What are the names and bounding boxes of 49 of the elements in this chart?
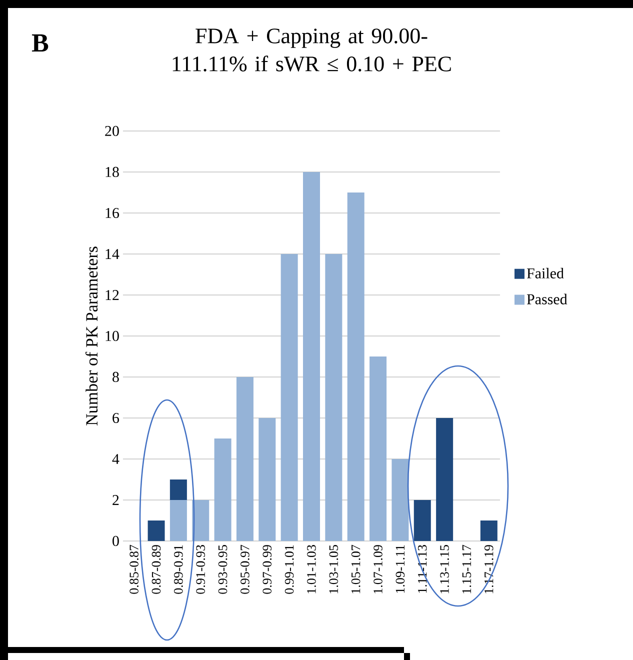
- x-tick-label: 0.85-0.87: [130, 544, 139, 594]
- legend-label: Passed: [526, 294, 568, 304]
- y-tick-label: 14: [106, 249, 120, 259]
- bar: [480, 520, 498, 541]
- x-tick-label: 1.09-1.11: [396, 545, 405, 593]
- x-tick-label: 1.15-1.17: [462, 544, 472, 594]
- y-tick-label: 0: [112, 536, 119, 546]
- x-tick-label: 1.01-1.03: [307, 545, 316, 594]
- x-tick-label: 1.07-1.09: [374, 545, 382, 594]
- x-tick-label: 0.97-0.99: [262, 545, 272, 594]
- x-tick-label: 0.93-0.95: [218, 545, 228, 594]
- x-tick-label: 1.05-1.07: [351, 544, 360, 594]
- y-tick-label: 4: [112, 454, 120, 464]
- y-tick-label: 6: [112, 412, 120, 424]
- x-tick-label: 0.95-0.97: [240, 544, 250, 594]
- y-tick-label: 8: [112, 372, 119, 382]
- y-tick-label: 18: [106, 166, 119, 178]
- x-tick-label: 1.13-1.15: [440, 545, 449, 594]
- x-tick-label: 0.99-1.01: [284, 545, 294, 594]
- bar: [436, 418, 454, 541]
- bar: [370, 356, 387, 541]
- x-tick-label: 0.87-0.89: [152, 545, 161, 594]
- bar: [236, 376, 254, 541]
- bar: [325, 254, 342, 541]
- bar: [303, 172, 320, 541]
- y-tick-label: 16: [106, 208, 120, 218]
- bar: [280, 254, 298, 541]
- bar: [392, 458, 409, 541]
- x-tick-label: 1.03-1.05: [329, 545, 338, 594]
- bar: [214, 438, 232, 541]
- x-tick-label: 0.89-0.91: [174, 545, 183, 594]
- text: B: [32, 34, 48, 52]
- bar: [414, 500, 431, 541]
- x-tick-label: 1.17-1.19: [484, 545, 494, 594]
- chart-title: FDA + Capping at 90.00-111.11% if sWR ≤ 0.10 + PEC: [172, 28, 451, 72]
- legend-label: Failed: [526, 268, 564, 278]
- y-tick-label: 12: [106, 290, 119, 300]
- x-tick-label: 1.11-1.13: [418, 545, 427, 593]
- y-tick-label: 10: [106, 330, 119, 342]
- y-tick-label: 20: [105, 126, 119, 136]
- y-tick-label: 2: [112, 495, 119, 505]
- x-tick-label: 0.91-0.93: [196, 545, 206, 594]
- bar: [258, 418, 276, 541]
- bar: [347, 192, 364, 541]
- bar: [192, 500, 210, 541]
- bar: [170, 500, 187, 541]
- y-axis-title: Number of PK Parameters: [85, 246, 98, 426]
- bar: [148, 520, 165, 541]
- bar: [170, 479, 187, 500]
